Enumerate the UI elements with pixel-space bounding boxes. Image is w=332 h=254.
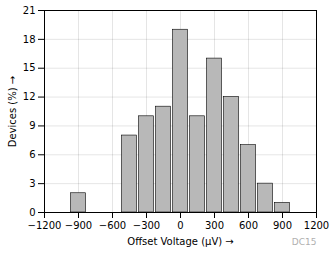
svg-text:3: 3 <box>29 178 35 189</box>
svg-text:0: 0 <box>29 207 35 218</box>
svg-text:9: 9 <box>29 120 35 131</box>
svg-text:−300: −300 <box>133 220 160 231</box>
svg-text:600: 600 <box>239 220 258 231</box>
svg-text:15: 15 <box>23 62 36 73</box>
svg-text:6: 6 <box>29 149 35 160</box>
svg-text:18: 18 <box>23 34 36 45</box>
svg-text:Offset Voltage (μV) →: Offset Voltage (μV) → <box>127 236 233 247</box>
svg-text:−1200: −1200 <box>28 220 62 231</box>
svg-text:0: 0 <box>177 220 183 231</box>
svg-text:300: 300 <box>205 220 224 231</box>
svg-text:1200: 1200 <box>304 220 329 231</box>
svg-text:−900: −900 <box>65 220 92 231</box>
svg-text:21: 21 <box>23 5 36 16</box>
svg-text:DC15: DC15 <box>292 237 317 247</box>
svg-text:Devices (%) →: Devices (%) → <box>7 76 18 147</box>
svg-text:12: 12 <box>23 91 36 102</box>
svg-text:900: 900 <box>273 220 292 231</box>
svg-text:−600: −600 <box>99 220 126 231</box>
